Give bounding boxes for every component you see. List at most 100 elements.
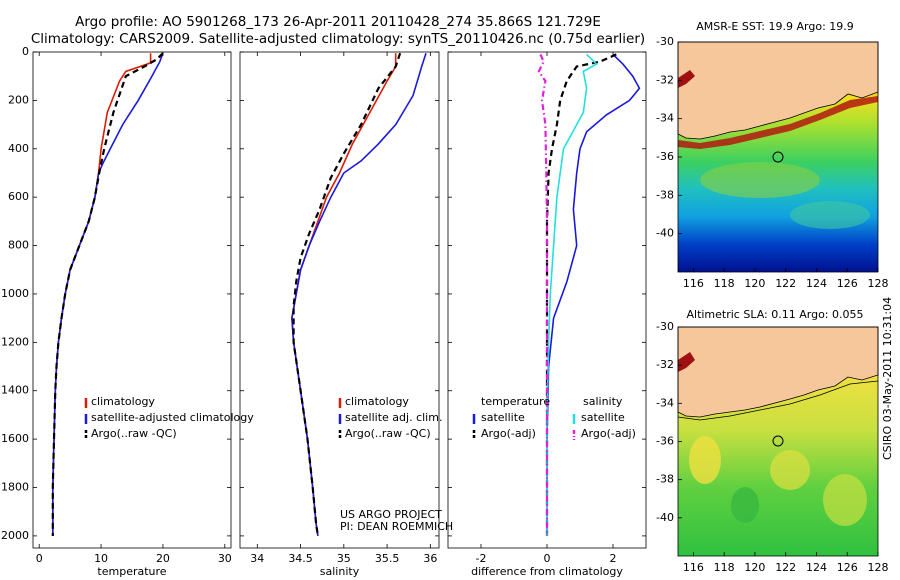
legend-label-temp-argo: Argo(-adj)	[481, 427, 536, 440]
map-x-tick-label: 124	[806, 561, 827, 574]
y-tick-label: 400	[8, 142, 29, 155]
legend-label-satellite: satellite adj. clim.	[345, 411, 442, 424]
map-x-tick-label: 122	[775, 561, 796, 574]
map-y-tick-label: -34	[656, 112, 674, 125]
y-tick-label: 0	[22, 45, 29, 58]
map-y-tick-label: -34	[656, 396, 674, 409]
legend-label-sal-satellite: satellite	[581, 411, 625, 424]
map-x-tick-label: 124	[806, 277, 827, 290]
series-line-climatology	[51, 53, 152, 536]
sla-map-ticks: 116 118 120 122 124 126 128 -30 -32 -34 -36 -38 -40	[656, 320, 888, 574]
difference-legend: temperature salinity satellite Argo(-adj…	[472, 395, 636, 440]
map-x-tick-label: 118	[714, 561, 735, 574]
map-y-tick-label: -32	[656, 358, 674, 371]
figure-title: Argo profile: AO 5901268_173 26-Apr-2011…	[75, 14, 601, 30]
x-axis-label: difference from climatology	[471, 565, 623, 578]
map-x-tick-label: 120	[744, 277, 765, 290]
legend-label-climatology: climatology	[91, 395, 155, 408]
map-x-tick-label: 126	[837, 277, 858, 290]
x-tick-label: 10	[94, 552, 108, 565]
coastal-warm-strip	[678, 70, 695, 88]
map-x-tick-label: 118	[714, 277, 735, 290]
y-tick-label: 800	[8, 239, 29, 252]
series-line-argo-adj-	[545, 53, 617, 536]
y-tick-label: 2000	[1, 529, 29, 542]
x-tick-label: 20	[156, 552, 170, 565]
sst-cool-patch	[790, 201, 870, 229]
sst-map-ticks: 116 118 120 122 124 126 128 -30 -32 -34 -36 -38 -40	[656, 35, 888, 290]
sla-high-patch	[689, 436, 721, 484]
salinity-legend: climatology satellite adj. clim. Argo(..…	[338, 395, 453, 533]
map-y-tick-label: -32	[656, 73, 674, 86]
map-x-tick-label: 116	[683, 561, 704, 574]
map-y-tick-label: -30	[656, 320, 674, 333]
map-x-tick-label: 128	[868, 277, 889, 290]
plot-frame	[239, 51, 440, 549]
series-line-argo-raw-qc-	[51, 52, 164, 536]
x-tick-label: 0	[36, 552, 43, 565]
y-tick-label: 1000	[1, 287, 29, 300]
legend-label-climatology: climatology	[345, 395, 409, 408]
shelf-warm-band	[678, 96, 878, 149]
sst-map: AMSR-E SST: 19.9 Argo: 19.9 116 118 120 122…	[656, 20, 888, 290]
map-x-tick-label: 126	[837, 561, 858, 574]
y-tick-label: 1200	[1, 335, 29, 348]
sst-map-title: AMSR-E SST: 19.9 Argo: 19.9	[696, 20, 854, 33]
pi-annotation: PI: DEAN ROEMMICH	[340, 520, 453, 533]
sla-high-patch	[770, 450, 810, 490]
x-tick-label: 34	[250, 552, 264, 565]
series-line-climatology	[291, 53, 397, 537]
legend-label-temp-satellite: satellite	[481, 411, 525, 424]
map-y-tick-label: -38	[656, 188, 674, 201]
sla-low-patch	[731, 487, 759, 523]
map-y-tick-label: -40	[656, 511, 674, 524]
salinity-panel: 34 34.5 35 35.5 36 salinity	[239, 51, 440, 578]
side-stamp: CSIRO 03-May-2011 10:31:04	[881, 297, 894, 460]
project-annotation: US ARGO PROJECT	[340, 508, 442, 521]
y-tick-label: 1400	[1, 384, 29, 397]
argo-float-marker	[772, 151, 784, 163]
plot-frame	[32, 51, 232, 549]
x-tick-label: 34.5	[288, 552, 313, 565]
map-y-tick-label: -40	[656, 227, 674, 240]
legend-title-temperature: temperature	[481, 395, 550, 408]
x-axis-label: salinity	[320, 565, 360, 578]
series-line-satellite-adj-clim-	[291, 52, 427, 537]
x-tick-label: 36	[423, 552, 437, 565]
land-mass	[677, 41, 879, 140]
sla-map-title: Altimetric SLA: 0.11 Argo: 0.055	[686, 308, 863, 321]
y-tick-label: 1600	[1, 432, 29, 445]
legend-title-salinity: salinity	[583, 395, 623, 408]
series-line-satellite	[546, 53, 598, 536]
x-tick-label: 0	[544, 552, 551, 565]
temperature-legend: climatology satellite-adjusted climatolo…	[84, 395, 254, 440]
series-line-satellite-adjusted-climatology	[51, 52, 164, 536]
y-tick-label: 200	[8, 93, 29, 106]
y-tick-label: 600	[8, 190, 29, 203]
legend-label-argo: Argo(..raw -QC)	[345, 427, 431, 440]
sst-warm-patch	[700, 162, 820, 198]
x-tick-label: 30	[218, 552, 232, 565]
map-x-tick-label: 122	[775, 277, 796, 290]
land-mass	[677, 326, 879, 418]
legend-label-sal-argo: Argo(-adj)	[581, 427, 636, 440]
x-tick-label: 35	[337, 552, 351, 565]
legend-label-satellite: satellite-adjusted climatology	[91, 411, 254, 424]
temperature-panel: 0 200 400 600 800 1000 1200 1400 1600 1800 2000 0 10…	[1, 45, 232, 578]
legend-label-argo: Argo(..raw -QC)	[91, 427, 177, 440]
series-line-satellite	[546, 53, 641, 536]
x-tick-label: -2	[476, 552, 487, 565]
figure-subtitle: Climatology: CARS2009. Satellite-adjuste…	[31, 31, 645, 47]
sla-high-patch	[823, 474, 867, 526]
x-tick-label: 2	[610, 552, 617, 565]
map-y-tick-label: -38	[656, 473, 674, 486]
series-line-argo-adj-	[537, 53, 549, 536]
map-y-tick-label: -36	[656, 435, 674, 448]
y-tick-label: 1800	[1, 481, 29, 494]
coastal-high-strip	[678, 352, 695, 372]
sla-contour	[677, 380, 879, 421]
map-x-tick-label: 128	[868, 561, 889, 574]
x-tick-label: 35.5	[375, 552, 400, 565]
